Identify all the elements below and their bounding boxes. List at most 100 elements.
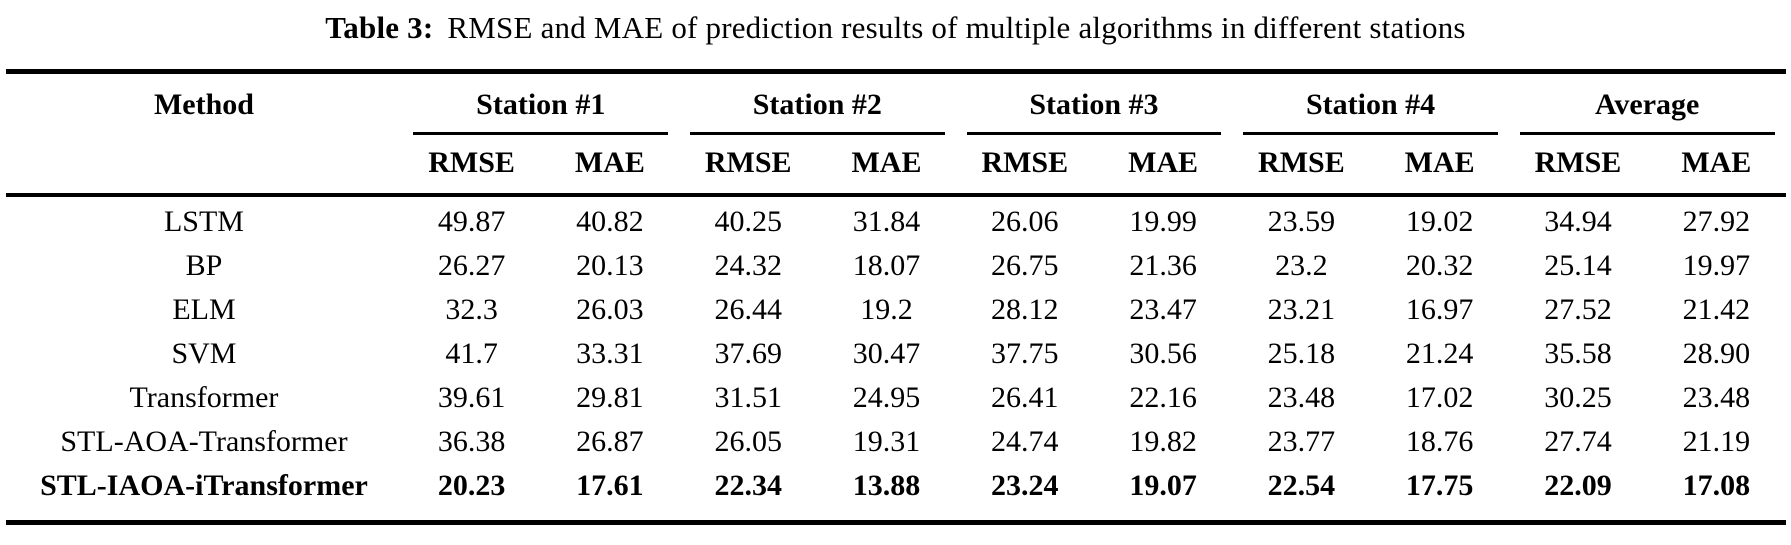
- value-cell: 17.08: [1682, 469, 1751, 502]
- value-cell: 23.48: [1267, 381, 1336, 414]
- metric-header-rmse: RMSE: [428, 146, 515, 179]
- value-cell: 30.25: [1544, 381, 1612, 414]
- value-cell: 23.77: [1267, 425, 1336, 458]
- value-cell: 31.84: [852, 205, 921, 238]
- value-cell: 20.13: [576, 249, 644, 282]
- value-cell: 25.14: [1544, 249, 1612, 282]
- metric-header-mae: MAE: [1404, 146, 1475, 179]
- table-row-transformer: Transformer 39.61 29.81 31.51 24.95 26.4…: [6, 376, 1786, 420]
- value-cell: 26.41: [991, 381, 1059, 414]
- group-header-station-2-label: Station #2: [690, 74, 945, 135]
- metric-header-row: RMSE MAE RMSE MAE RMSE MAE RMSE MAE RMSE…: [6, 135, 1786, 195]
- table-row-stl-iaoa-itransformer: STL-IAOA-iTransformer 20.23 17.61 22.34 …: [6, 464, 1786, 523]
- metric-header-rmse: RMSE: [1258, 146, 1345, 179]
- value-cell: 24.95: [852, 381, 921, 414]
- value-cell: 30.47: [852, 337, 921, 370]
- value-cell: 32.3: [445, 293, 498, 326]
- method-cell: ELM: [172, 293, 236, 326]
- value-cell: 24.74: [991, 425, 1059, 458]
- table-row-bp: BP 26.27 20.13 24.32 18.07 26.75 21.36 2…: [6, 244, 1786, 288]
- value-cell: 23.2: [1275, 249, 1328, 282]
- value-cell: 19.31: [852, 425, 921, 458]
- value-cell: 23.47: [1129, 293, 1197, 326]
- group-header-station-3-label: Station #3: [966, 74, 1222, 135]
- value-cell: 24.32: [714, 249, 782, 282]
- value-cell: 26.03: [576, 293, 644, 326]
- value-cell: 19.99: [1129, 205, 1197, 238]
- metric-header-mae: MAE: [1128, 146, 1199, 179]
- method-cell: STL-AOA-Transformer: [60, 425, 348, 458]
- value-cell: 31.51: [714, 381, 782, 414]
- value-cell: 37.69: [714, 337, 782, 370]
- value-cell: 21.36: [1129, 249, 1197, 282]
- value-cell: 29.81: [576, 381, 644, 414]
- value-cell: 41.7: [445, 337, 498, 370]
- table-caption-label: Table 3:: [325, 10, 434, 45]
- value-cell: 21.24: [1405, 337, 1474, 370]
- value-cell: 27.52: [1544, 293, 1612, 326]
- value-cell: 27.74: [1544, 425, 1612, 458]
- metric-header-mae: MAE: [574, 146, 645, 179]
- group-header-row: Method Station #1 Station #2 Station #3 …: [6, 72, 1786, 135]
- value-cell: 23.24: [991, 469, 1059, 502]
- value-cell: 13.88: [852, 469, 921, 502]
- value-cell: 37.75: [991, 337, 1059, 370]
- value-cell: 22.34: [714, 469, 782, 502]
- value-cell: 27.92: [1682, 205, 1751, 238]
- group-header-station-2: Station #2: [679, 72, 956, 135]
- value-cell: 20.32: [1405, 249, 1474, 282]
- value-cell: 36.38: [437, 425, 506, 458]
- method-column-header: Method: [153, 88, 254, 121]
- value-cell: 28.12: [991, 293, 1059, 326]
- value-cell: 19.82: [1129, 425, 1197, 458]
- value-cell: 26.27: [437, 249, 506, 282]
- value-cell: 25.18: [1267, 337, 1336, 370]
- table-row-elm: ELM 32.3 26.03 26.44 19.2 28.12 23.47 23…: [6, 288, 1786, 332]
- method-cell: BP: [185, 249, 223, 282]
- metric-header-mae: MAE: [851, 146, 922, 179]
- metric-header-rmse: RMSE: [981, 146, 1069, 179]
- value-cell: 40.82: [576, 205, 644, 238]
- value-cell: 26.75: [991, 249, 1059, 282]
- method-cell: LSTM: [163, 205, 244, 238]
- metric-header-rmse: RMSE: [704, 146, 792, 179]
- method-cell: STL-IAOA-iTransformer: [40, 469, 368, 502]
- value-cell: 26.87: [576, 425, 644, 458]
- group-header-station-3: Station #3: [956, 72, 1233, 135]
- value-cell: 22.09: [1544, 469, 1612, 502]
- group-header-average-label: Average: [1519, 74, 1775, 135]
- value-cell: 26.06: [991, 205, 1059, 238]
- results-table: Method Station #1 Station #2 Station #3 …: [5, 69, 1786, 525]
- value-cell: 28.90: [1682, 337, 1751, 370]
- value-cell: 17.02: [1405, 381, 1474, 414]
- value-cell: 34.94: [1544, 205, 1612, 238]
- value-cell: 39.61: [437, 381, 506, 414]
- metric-header-mae: MAE: [1681, 146, 1752, 179]
- value-cell: 20.23: [437, 469, 506, 502]
- table-caption-text: RMSE and MAE of prediction results of mu…: [447, 10, 1466, 45]
- value-cell: 19.2: [860, 293, 913, 326]
- value-cell: 23.59: [1267, 205, 1336, 238]
- value-cell: 18.07: [852, 249, 921, 282]
- table-row-lstm: LSTM 49.87 40.82 40.25 31.84 26.06 19.99…: [6, 195, 1786, 244]
- value-cell: 40.25: [714, 205, 782, 238]
- table-row-svm: SVM 41.7 33.31 37.69 30.47 37.75 30.56 2…: [6, 332, 1786, 376]
- table-caption: Table 3: RMSE and MAE of prediction resul…: [0, 0, 1791, 48]
- value-cell: 49.87: [437, 205, 506, 238]
- group-header-average: Average: [1509, 72, 1786, 135]
- group-header-station-1-label: Station #1: [413, 74, 669, 135]
- value-cell: 26.44: [714, 293, 782, 326]
- group-header-station-4-label: Station #4: [1243, 74, 1498, 135]
- value-cell: 17.61: [576, 469, 644, 502]
- group-header-station-1: Station #1: [402, 72, 679, 135]
- value-cell: 30.56: [1129, 337, 1197, 370]
- value-cell: 22.16: [1129, 381, 1197, 414]
- table-row-stl-aoa-transformer: STL-AOA-Transformer 36.38 26.87 26.05 19…: [6, 420, 1786, 464]
- value-cell: 16.97: [1405, 293, 1474, 326]
- value-cell: 23.21: [1267, 293, 1336, 326]
- value-cell: 26.05: [714, 425, 782, 458]
- value-cell: 35.58: [1544, 337, 1612, 370]
- value-cell: 19.02: [1405, 205, 1474, 238]
- value-cell: 18.76: [1405, 425, 1474, 458]
